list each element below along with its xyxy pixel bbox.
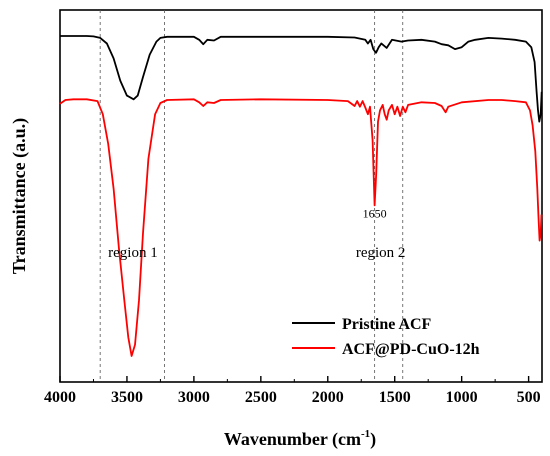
x-tick-label: 1000 bbox=[446, 389, 478, 406]
x-axis-label-sup: -1 bbox=[361, 428, 370, 440]
series-line-1 bbox=[59, 98, 543, 357]
legend-label-cuo: ACF@PD-CuO-12h bbox=[342, 341, 480, 358]
x-axis-ticks: 4000 3500 3000 2500 2000 1500 1000 500 bbox=[44, 376, 541, 406]
x-tick-label: 3000 bbox=[178, 389, 210, 406]
x-tick-label: 3500 bbox=[111, 389, 143, 406]
legend: Pristine ACF ACF@PD-CuO-12h bbox=[292, 316, 480, 358]
annotation-label: region 1 bbox=[108, 245, 158, 261]
y-axis-label: Transmittance (a.u.) bbox=[9, 118, 30, 274]
annotation-label: region 2 bbox=[356, 245, 406, 261]
legend-label-pristine: Pristine ACF bbox=[342, 316, 432, 333]
x-tick-label: 1500 bbox=[379, 389, 411, 406]
annotations: region 1 1650 region 2 bbox=[108, 207, 405, 261]
x-tick-label: 500 bbox=[517, 389, 541, 406]
x-axis-label-close: ) bbox=[370, 429, 376, 450]
x-tick-label: 2000 bbox=[312, 389, 344, 406]
x-axis-label-main: Wavenumber (cm bbox=[224, 429, 361, 450]
series-line-0 bbox=[60, 35, 543, 123]
x-tick-label: 4000 bbox=[44, 389, 76, 406]
annotation-label: 1650 bbox=[363, 207, 387, 221]
x-tick-label: 2500 bbox=[245, 389, 277, 406]
x-axis-label: Wavenumber (cm-1) bbox=[224, 428, 376, 450]
plot-frame bbox=[59, 9, 543, 383]
series-layer bbox=[59, 35, 543, 357]
